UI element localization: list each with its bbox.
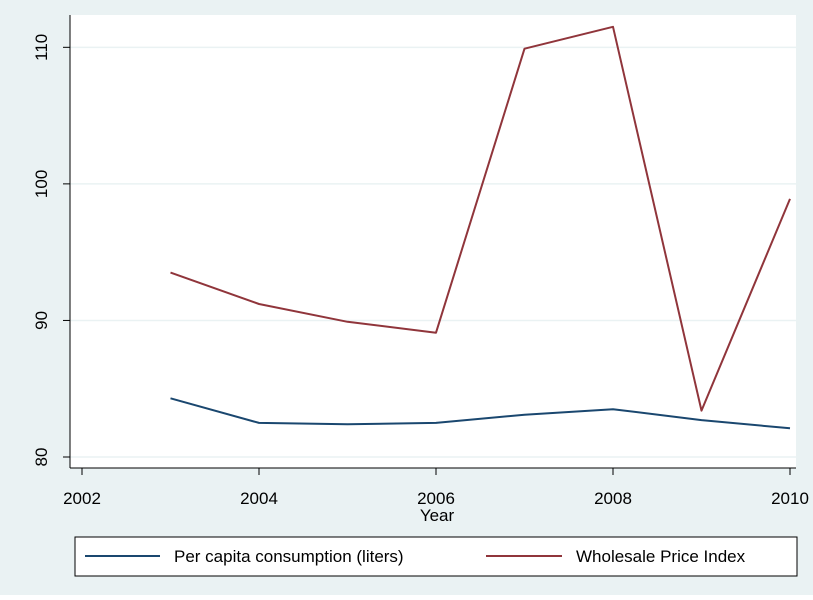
x-tick-label-2002: 2002 [63, 489, 101, 508]
y-tick-label-80: 80 [32, 448, 51, 467]
gridlines [70, 46, 796, 458]
legend-label-wpi: Wholesale Price Index [576, 547, 746, 566]
plot-area [70, 15, 796, 468]
legend-box [74, 536, 798, 577]
x-tick-label-2008: 2008 [594, 489, 632, 508]
y-tick-label-90: 90 [32, 311, 51, 330]
x-axis-title: Year [420, 506, 455, 525]
x-tick-label-2006: 2006 [417, 489, 455, 508]
x-tick-label-2010: 2010 [771, 489, 809, 508]
legend-label-consumption: Per capita consumption (liters) [174, 547, 404, 566]
series-lines [170, 25, 791, 430]
y-tick-label-110: 110 [32, 34, 51, 61]
axes: 80 90 100 110 2002 2004 2006 2008 2010 [32, 15, 809, 508]
series-line-1 [170, 25, 791, 412]
x-tick-label-2004: 2004 [240, 489, 278, 508]
series-line-0 [170, 397, 791, 430]
y-tick-label-100: 100 [32, 170, 51, 198]
legend: Per capita consumption (liters) Wholesal… [74, 536, 798, 577]
